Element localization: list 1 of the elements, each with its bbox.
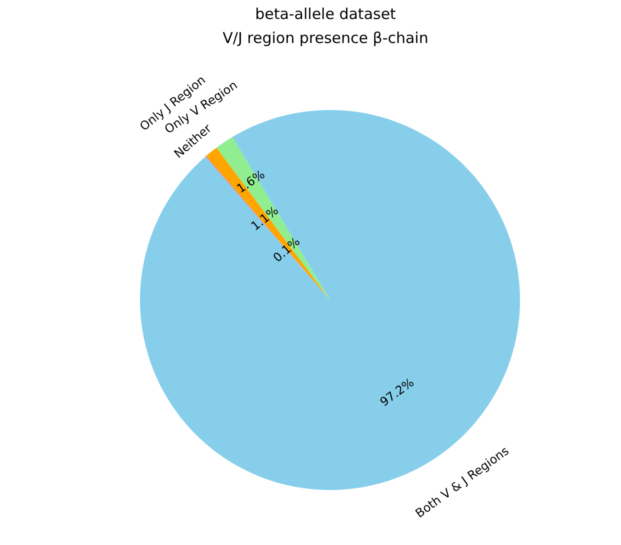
chart-title: beta-allele dataset V/J region presence β-chain (222, 5, 428, 47)
